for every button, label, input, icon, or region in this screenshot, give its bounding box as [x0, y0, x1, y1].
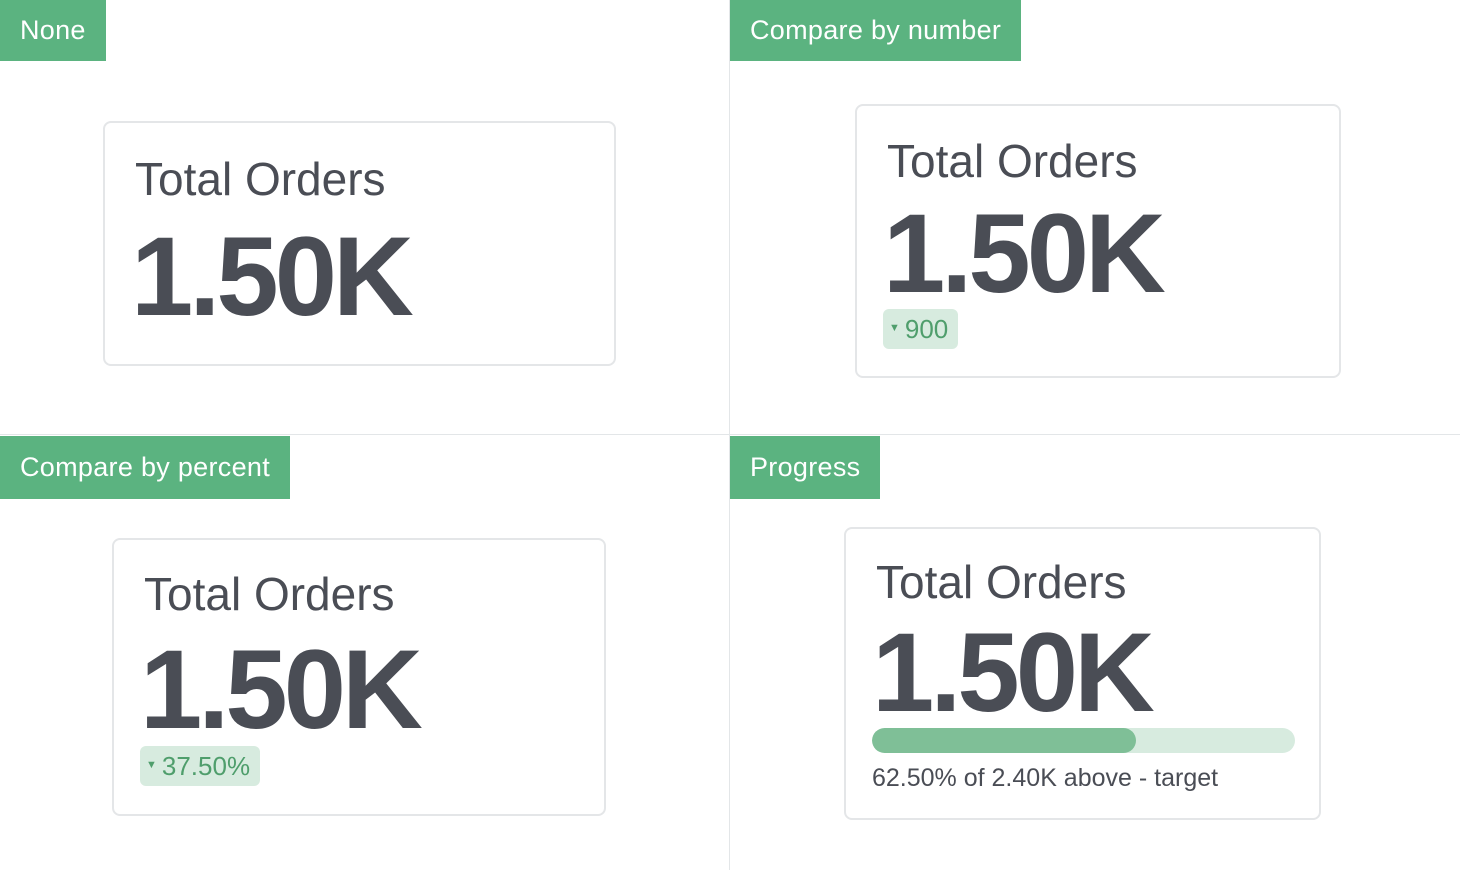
kpi-value: 1.50K	[872, 610, 1155, 735]
kpi-card: Total Orders 1.50K ▼ 900	[855, 104, 1341, 378]
progress-bar	[872, 728, 1295, 753]
comparison-badge: ▼ 37.50%	[140, 746, 261, 786]
kpi-title: Total Orders	[144, 568, 395, 620]
panel-compare-by-percent: Compare by percent Total Orders 1.50K ▼ 3…	[0, 435, 730, 870]
panel-label: None	[0, 0, 106, 61]
kpi-card: Total Orders 1.50K 62.50% of 2.40K above…	[844, 527, 1321, 820]
panel-compare-by-number: Compare by number Total Orders 1.50K ▼ 90…	[730, 0, 1460, 435]
kpi-value: 1.50K	[131, 214, 414, 339]
panel-label: Compare by percent	[0, 436, 291, 499]
kpi-card: Total Orders 1.50K	[103, 121, 616, 366]
panel-none: None Total Orders 1.50K	[0, 0, 730, 435]
comparison-value: 900	[904, 314, 949, 344]
caret-down-icon: ▼	[146, 759, 157, 772]
comparison-badge: ▼ 900	[883, 309, 959, 349]
horizontal-divider	[0, 434, 1460, 435]
progress-caption: 62.50% of 2.40K above - target	[872, 764, 1219, 792]
caret-down-icon: ▼	[889, 322, 900, 335]
kpi-value: 1.50K	[883, 191, 1166, 316]
vertical-divider	[729, 0, 730, 870]
kpi-card: Total Orders 1.50K ▼ 37.50%	[112, 538, 606, 816]
kpi-title: Total Orders	[887, 135, 1138, 187]
kpi-title: Total Orders	[876, 556, 1127, 608]
panel-label: Progress	[730, 436, 881, 499]
comparison-value: 37.50%	[161, 751, 251, 781]
progress-bar-fill	[872, 728, 1137, 753]
kpi-title: Total Orders	[135, 153, 386, 205]
panel-label: Compare by number	[730, 0, 1022, 61]
panel-progress: Progress Total Orders 1.50K 62.50% of 2.…	[730, 435, 1460, 870]
kpi-value: 1.50K	[140, 627, 423, 752]
